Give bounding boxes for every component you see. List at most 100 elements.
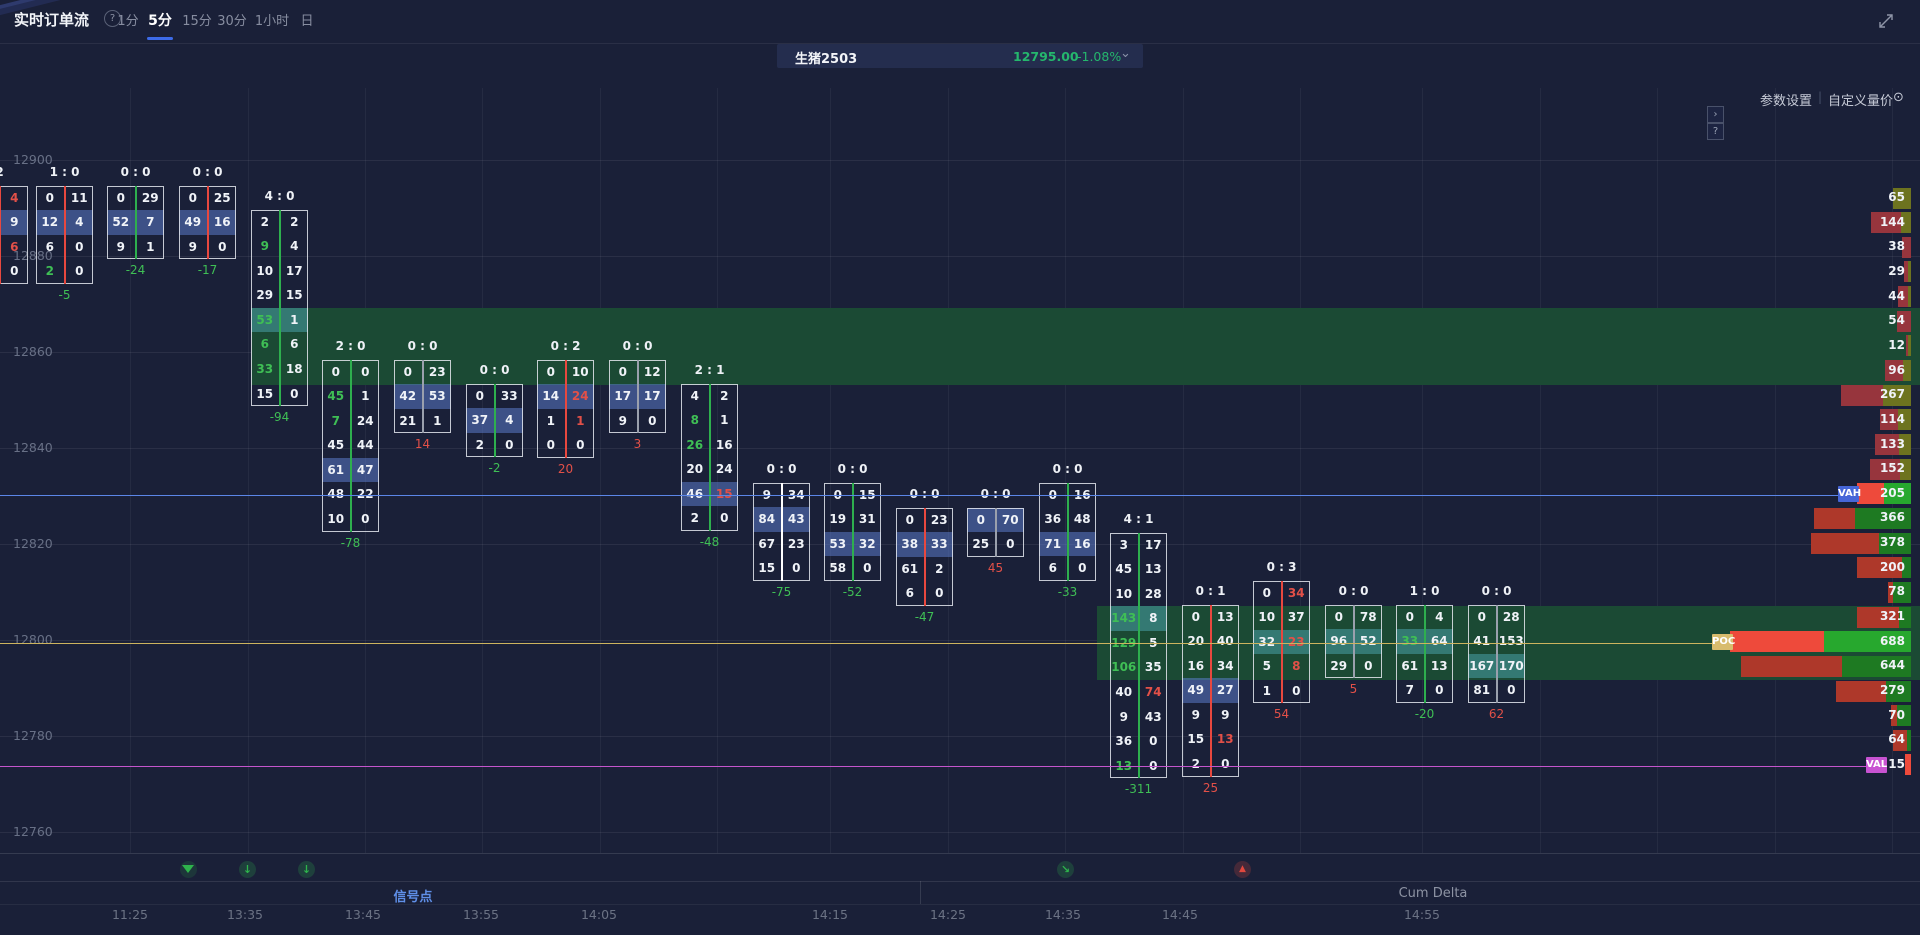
- ask-cell: 12: [643, 364, 661, 379]
- contract-selector[interactable]: [777, 44, 1143, 68]
- candle-direction-line: [1423, 604, 1426, 703]
- ask-cell: 32: [858, 536, 876, 551]
- custom-volume-price-button[interactable]: 自定义量价: [1828, 94, 1894, 109]
- bid-cell: 5: [1262, 659, 1271, 674]
- ask-cell: 52: [1359, 634, 1377, 649]
- bid-cell: 61: [901, 561, 919, 576]
- ask-cell: 1: [290, 312, 299, 327]
- profile-bar-red: [1875, 434, 1899, 455]
- ask-cell: 4: [75, 215, 84, 230]
- time-axis-label: 14:25: [929, 907, 967, 922]
- ask-cell: 0: [935, 586, 944, 601]
- profile-volume-value: 152: [1879, 461, 1905, 476]
- bid-cell: 1: [1262, 683, 1271, 698]
- ask-cell: 28: [1502, 609, 1520, 624]
- tab-日[interactable]: 日: [300, 14, 314, 29]
- candle-box: [0, 185, 28, 284]
- help-icon[interactable]: ?: [104, 10, 121, 27]
- ask-cell: 25: [213, 190, 231, 205]
- gear-icon[interactable]: ⊙: [1893, 90, 1904, 105]
- contract-change: -1.08%: [1077, 49, 1122, 64]
- bid-cell: 21: [399, 413, 417, 428]
- delta-label: 54: [1273, 707, 1290, 722]
- v-gridline: [482, 88, 483, 853]
- tab-30分[interactable]: 30分: [217, 14, 247, 29]
- price-axis-label: 12840: [13, 440, 53, 455]
- ask-cell: 0: [361, 512, 370, 526]
- delta-label: -5: [58, 287, 71, 302]
- bid-cell: 2: [1191, 757, 1200, 771]
- profile-bar-green: [1899, 434, 1911, 455]
- bid-cell: 96: [1330, 634, 1348, 649]
- cum-delta-label[interactable]: Cum Delta: [1398, 886, 1468, 901]
- profile-volume-value: 12: [1888, 337, 1905, 352]
- profile-bar-green: [1902, 557, 1911, 579]
- imbalance-ratio-label: 1 : 0: [1409, 583, 1440, 598]
- time-axis-label: 14:55: [1403, 907, 1441, 922]
- panel-help-button[interactable]: ?: [1707, 123, 1724, 140]
- profile-volume-value: 644: [1879, 658, 1905, 673]
- signal-triangle-up-icon[interactable]: ▲: [1234, 861, 1251, 878]
- bid-cell: 0: [976, 512, 985, 527]
- ask-cell: 33: [930, 537, 948, 552]
- ask-cell: 6: [10, 239, 19, 254]
- ask-cell: 37: [1287, 610, 1305, 625]
- signal-arrow-se-icon[interactable]: ↘: [1057, 861, 1074, 878]
- profile-volume-value: 114: [1879, 411, 1905, 426]
- imbalance-ratio-label: 0 : 0: [909, 486, 940, 501]
- profile-volume-value: 15: [1888, 756, 1905, 771]
- ask-cell: 0: [10, 264, 19, 279]
- collapse-icon[interactable]: [1877, 12, 1895, 30]
- signal-points-label[interactable]: 信号点: [393, 890, 433, 905]
- candle-direction-line: [1137, 532, 1140, 779]
- ask-cell: 0: [361, 364, 370, 379]
- profile-bar-green: [1893, 187, 1911, 209]
- ask-cell: 47: [356, 462, 374, 477]
- bid-cell: 0: [825, 483, 851, 508]
- ask-cell: 40: [1216, 634, 1234, 649]
- imbalance-ratio-label: 2 : 1: [694, 362, 725, 377]
- delta-label: -75: [771, 584, 792, 599]
- price-axis-label: 12760: [13, 824, 53, 839]
- profile-bar-green: [1855, 507, 1911, 529]
- settings-button[interactable]: 参数设置: [1760, 94, 1813, 109]
- candle-direction-line: [1352, 604, 1355, 679]
- ask-cell: 153: [1498, 634, 1524, 649]
- ask-cell: 2: [290, 214, 299, 229]
- delta-label: -2: [488, 461, 501, 476]
- signal-arrow-down-icon[interactable]: ↓: [298, 861, 315, 878]
- signal-triangle-down-icon[interactable]: [182, 865, 194, 873]
- bid-cell: 52: [112, 215, 130, 230]
- ask-cell: 15: [858, 487, 876, 502]
- candle-direction-line: [708, 383, 711, 531]
- imbalance-ratio-label: 2 : 0: [335, 338, 366, 353]
- candle-direction-line: [134, 185, 137, 260]
- expand-panel-button[interactable]: ›: [1707, 106, 1724, 123]
- tab-5分[interactable]: 5分: [148, 13, 172, 29]
- bid-cell: 106: [1111, 660, 1137, 675]
- ask-cell: 43: [1144, 709, 1162, 724]
- ask-cell: 4: [290, 239, 299, 254]
- header-divider: [0, 43, 1920, 44]
- chevron-down-icon[interactable]: ⌄: [1120, 46, 1131, 61]
- bid-cell: 20: [1187, 634, 1205, 649]
- profile-bar-green: [1907, 729, 1911, 751]
- imbalance-ratio-label: 0 : 0: [479, 362, 510, 377]
- time-axis-label: 13:55: [462, 907, 500, 922]
- tab-15分[interactable]: 15分: [182, 14, 212, 29]
- profile-volume-value: 65: [1888, 190, 1905, 204]
- profile-bar-red: [1811, 532, 1879, 554]
- profile-volume-value: 54: [1888, 313, 1905, 328]
- signal-arrow-down-icon[interactable]: ↓: [239, 861, 256, 878]
- tab-1分[interactable]: 1分: [117, 14, 139, 29]
- ask-cell: 31: [858, 512, 876, 527]
- ask-cell: 43: [787, 512, 805, 527]
- bid-cell: 0: [475, 388, 484, 403]
- bid-cell: 29: [256, 288, 274, 303]
- imbalance-ratio-label: 0 : 1: [1195, 583, 1226, 598]
- tab-1小时[interactable]: 1小时: [254, 14, 290, 29]
- ask-cell: 0: [75, 239, 84, 254]
- price-axis-label: 12880: [13, 248, 53, 263]
- val-line: [0, 766, 1866, 767]
